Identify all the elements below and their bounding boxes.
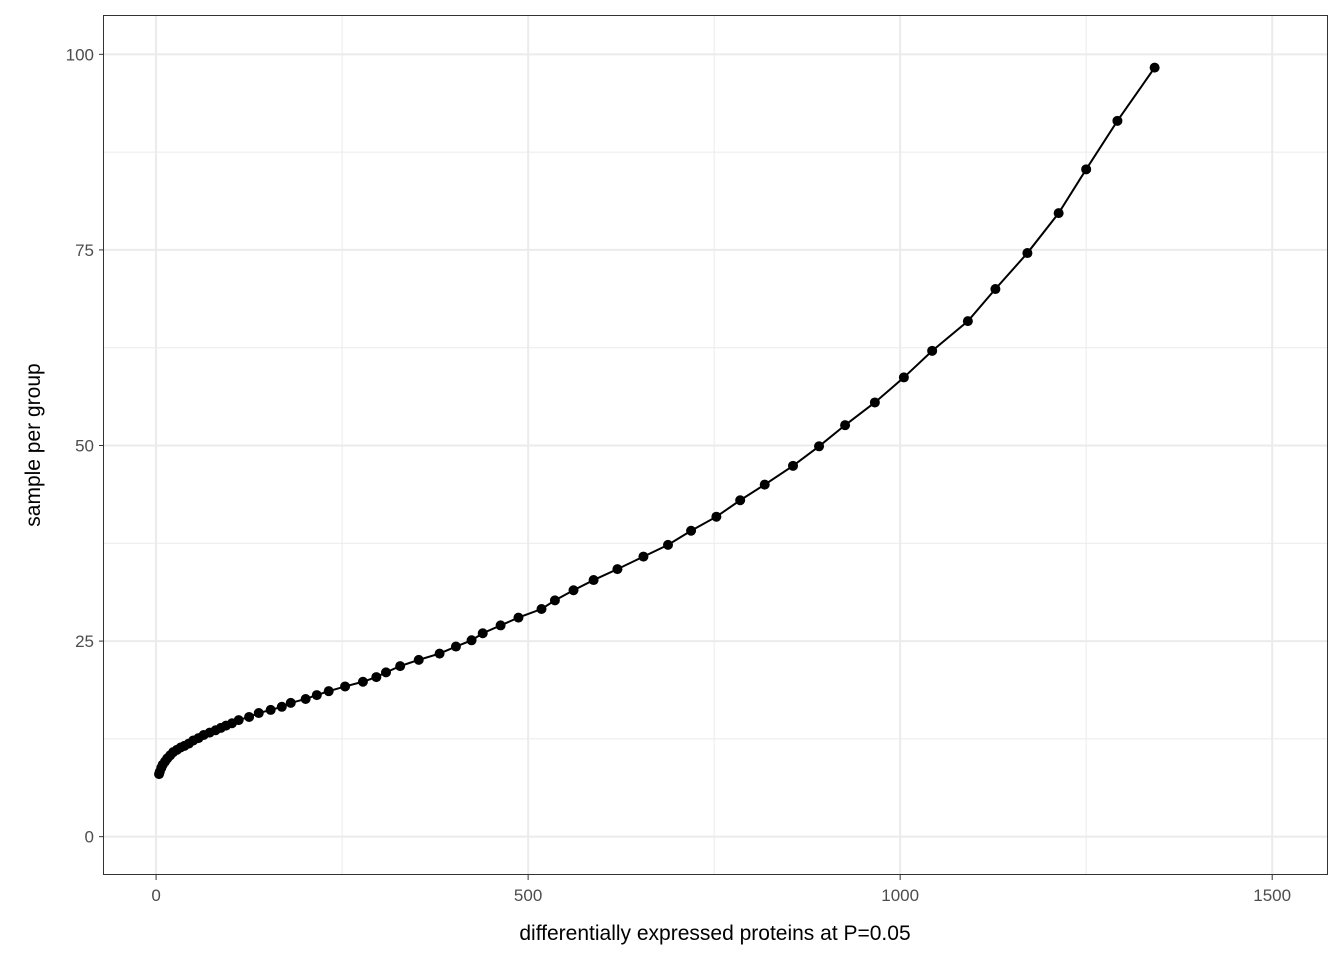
series — [154, 62, 1160, 780]
data-point — [549, 595, 560, 606]
data-point — [686, 525, 697, 536]
data-point — [869, 397, 880, 408]
data-point — [735, 495, 746, 506]
data-point — [711, 511, 722, 522]
y-axis: 0 25 50 75 100 — [66, 45, 104, 847]
data-point — [466, 635, 477, 646]
x-tick-label: 0 — [151, 886, 160, 905]
data-point — [300, 693, 311, 704]
data-point — [759, 479, 770, 490]
data-point — [788, 460, 799, 471]
data-point — [1081, 164, 1092, 175]
data-point — [612, 564, 623, 575]
data-point — [395, 661, 406, 672]
data-point — [477, 628, 488, 639]
data-point — [962, 316, 973, 327]
data-point — [450, 641, 461, 652]
data-point — [495, 620, 506, 631]
data-point — [568, 585, 579, 596]
data-point — [588, 575, 599, 586]
x-tick-label: 1500 — [1253, 886, 1291, 905]
data-point — [840, 420, 851, 431]
data-point — [1022, 248, 1033, 259]
y-tick-label: 100 — [66, 45, 94, 64]
data-point — [1112, 115, 1123, 126]
data-point — [340, 681, 351, 692]
data-point — [1053, 208, 1064, 219]
data-point — [323, 686, 334, 697]
data-point — [253, 708, 264, 719]
data-point — [536, 604, 547, 615]
data-point — [311, 690, 322, 701]
series-line — [158, 67, 1156, 775]
data-point — [244, 711, 255, 722]
data-point — [898, 372, 909, 383]
data-point — [381, 667, 392, 678]
data-point — [233, 715, 244, 726]
y-tick-label: 75 — [75, 241, 94, 260]
data-point — [413, 654, 424, 665]
grid — [104, 16, 1328, 875]
data-point — [265, 704, 276, 715]
y-axis-title: sample per group — [22, 363, 45, 526]
data-point — [638, 551, 649, 562]
y-tick-label: 50 — [75, 437, 94, 456]
data-point — [663, 539, 674, 550]
x-tick-label: 500 — [514, 886, 542, 905]
data-point — [513, 612, 524, 623]
y-tick-label: 25 — [75, 632, 94, 651]
data-point — [276, 701, 287, 712]
data-point — [285, 697, 296, 708]
data-point — [927, 345, 938, 356]
x-axis: 0 500 1000 1500 — [151, 875, 1291, 905]
data-point — [814, 441, 825, 452]
data-point — [1149, 62, 1160, 73]
x-tick-label: 1000 — [881, 886, 919, 905]
data-point — [990, 284, 1001, 295]
x-axis-title: differentially expressed proteins at P=0… — [519, 922, 910, 945]
y-tick-label: 0 — [85, 828, 94, 847]
data-point — [371, 672, 382, 683]
data-point — [434, 648, 445, 659]
data-point — [357, 676, 368, 687]
